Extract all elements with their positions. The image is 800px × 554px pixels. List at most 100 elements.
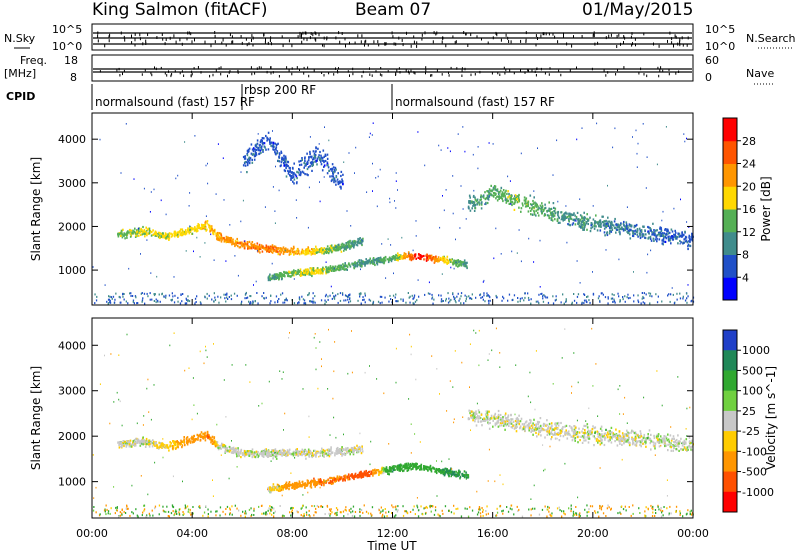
scatter-point bbox=[607, 220, 609, 223]
scatter-point bbox=[524, 202, 526, 205]
scatter-point bbox=[481, 201, 483, 204]
nsky-spike bbox=[231, 35, 233, 39]
scatter-point bbox=[118, 443, 120, 447]
scatter-point bbox=[189, 441, 192, 444]
noise-point bbox=[611, 297, 614, 300]
scatter-point bbox=[680, 241, 682, 244]
nsky-spike bbox=[687, 36, 689, 40]
scatter-point bbox=[166, 235, 169, 238]
scatter-point bbox=[220, 444, 223, 447]
noise-point bbox=[560, 301, 562, 304]
scatter-point bbox=[463, 262, 466, 265]
noise-point bbox=[133, 178, 135, 180]
noise-point bbox=[233, 292, 236, 295]
noise-point bbox=[286, 299, 288, 302]
scatter-point bbox=[639, 229, 642, 232]
noise-point bbox=[644, 302, 646, 305]
scatter-point bbox=[653, 229, 655, 232]
scatter-point bbox=[333, 171, 335, 174]
scatter-point bbox=[268, 247, 270, 250]
scatter-point bbox=[171, 444, 174, 448]
noise-point bbox=[327, 295, 329, 298]
scatter-point bbox=[486, 190, 488, 193]
scatter-point bbox=[320, 163, 323, 166]
nsky-spike bbox=[674, 34, 676, 38]
nsky-spike bbox=[169, 36, 171, 40]
scatter-point bbox=[428, 257, 430, 260]
scatter-point bbox=[487, 198, 490, 201]
scatter-point bbox=[298, 163, 301, 167]
noise-point bbox=[188, 300, 191, 303]
scatter-point bbox=[549, 211, 552, 214]
scatter-point bbox=[311, 272, 313, 275]
noise-point bbox=[346, 295, 349, 298]
scatter-point bbox=[579, 214, 582, 217]
scatter-point bbox=[326, 172, 329, 175]
noise-point bbox=[99, 138, 101, 141]
scatter-point bbox=[554, 218, 556, 221]
scatter-point bbox=[331, 163, 334, 166]
noise-point bbox=[96, 295, 98, 298]
noise-point bbox=[225, 260, 227, 262]
noise-point bbox=[657, 295, 659, 298]
scatter-point bbox=[335, 180, 337, 183]
scatter-point bbox=[409, 257, 412, 260]
scatter-point bbox=[239, 241, 242, 244]
scatter-point bbox=[267, 450, 269, 453]
noise-point bbox=[355, 146, 357, 149]
scatter-point bbox=[251, 158, 253, 161]
nsky-spike bbox=[145, 39, 147, 43]
scatter-point bbox=[308, 453, 310, 456]
scatter-point bbox=[223, 446, 226, 449]
scatter-point bbox=[158, 231, 160, 234]
scatter-point bbox=[162, 445, 164, 448]
noise-point bbox=[605, 249, 607, 251]
freq-spike bbox=[380, 67, 382, 70]
scatter-point bbox=[351, 240, 354, 243]
scatter-point bbox=[310, 270, 313, 273]
scatter-point bbox=[274, 276, 277, 279]
scatter-point bbox=[257, 149, 259, 152]
scatter-point bbox=[268, 450, 270, 453]
freq-spike bbox=[520, 69, 521, 72]
scatter-point bbox=[155, 441, 157, 444]
noise-point bbox=[324, 126, 325, 128]
scatter-point bbox=[468, 200, 470, 203]
noise-point bbox=[141, 300, 143, 303]
scatter-point bbox=[303, 251, 305, 254]
scatter-point bbox=[564, 217, 566, 220]
scatter-point bbox=[305, 248, 307, 251]
nsky-spike bbox=[269, 39, 271, 43]
scatter-point bbox=[610, 220, 613, 223]
nsky-spike bbox=[354, 41, 356, 45]
scatter-point bbox=[546, 209, 548, 213]
scatter-point bbox=[276, 150, 279, 153]
scatter-point bbox=[260, 151, 262, 154]
noise-point bbox=[272, 130, 273, 132]
scatter-point bbox=[309, 273, 312, 276]
scatter-point bbox=[498, 192, 500, 195]
noise-point bbox=[325, 261, 327, 263]
scatter-point bbox=[254, 145, 257, 148]
scatter-point bbox=[287, 172, 290, 175]
scatter-point bbox=[647, 225, 649, 229]
nsky-tick-top: 10^5 bbox=[52, 23, 82, 36]
scatter-point bbox=[500, 196, 503, 200]
scatter-point bbox=[265, 448, 267, 451]
nsky-spike bbox=[643, 32, 645, 36]
nsky-spike bbox=[487, 41, 489, 45]
scatter-point bbox=[130, 443, 132, 446]
noise-point bbox=[109, 301, 111, 304]
scatter-point bbox=[231, 239, 234, 242]
noise-point bbox=[395, 207, 397, 209]
scatter-point bbox=[238, 451, 240, 454]
noise-point bbox=[586, 296, 588, 298]
noise-point bbox=[489, 296, 491, 299]
scatter-point bbox=[507, 196, 509, 199]
scatter-point bbox=[154, 234, 157, 237]
scatter-point bbox=[260, 450, 263, 453]
scatter-point bbox=[323, 268, 326, 271]
nsky-spike bbox=[251, 34, 253, 38]
scatter-point bbox=[348, 244, 351, 247]
freq-spike bbox=[544, 72, 546, 75]
